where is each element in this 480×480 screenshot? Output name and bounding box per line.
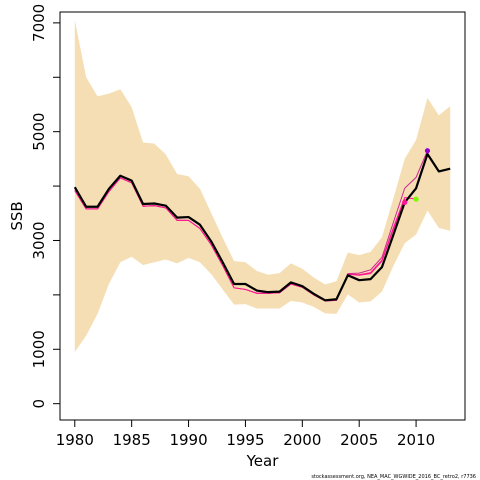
confidence-band-layer [74, 20, 451, 352]
x-tick-label: 2005 [340, 431, 378, 449]
x-tick-label: 1990 [169, 431, 207, 449]
x-tick-label: 2000 [283, 431, 321, 449]
confidence-band [74, 20, 451, 352]
x-tick-label: 1985 [113, 431, 151, 449]
x-axis-label: Year [246, 452, 280, 470]
y-axis: 0 1000 3000 5000 7000 [30, 4, 60, 409]
y-axis-label: SSB [8, 201, 26, 230]
x-tick-label: 1980 [56, 431, 94, 449]
endpoint-markers-layer [402, 148, 431, 205]
y-tick-label: 7000 [30, 4, 48, 42]
y-tick-label: 5000 [30, 113, 48, 151]
plot-frame [59, 11, 466, 421]
endpoint-marker-1 [402, 199, 408, 205]
endpoint-marker-3 [424, 148, 431, 154]
x-axis: 1980 1985 1990 1995 2000 2005 2010 [56, 420, 435, 449]
series-layer [73, 150, 451, 302]
x-tick-label: 1995 [226, 431, 264, 449]
x-tick-label: 2010 [397, 431, 435, 449]
y-tick-label: 1000 [30, 330, 48, 368]
y-tick-label: 3000 [30, 221, 48, 259]
series-line-main [73, 152, 451, 302]
credit-note: stockassessment.org, NEA_MAC_WGWIDE_2016… [311, 474, 476, 480]
endpoint-marker-2 [413, 196, 419, 202]
y-tick-label: 0 [30, 399, 48, 409]
